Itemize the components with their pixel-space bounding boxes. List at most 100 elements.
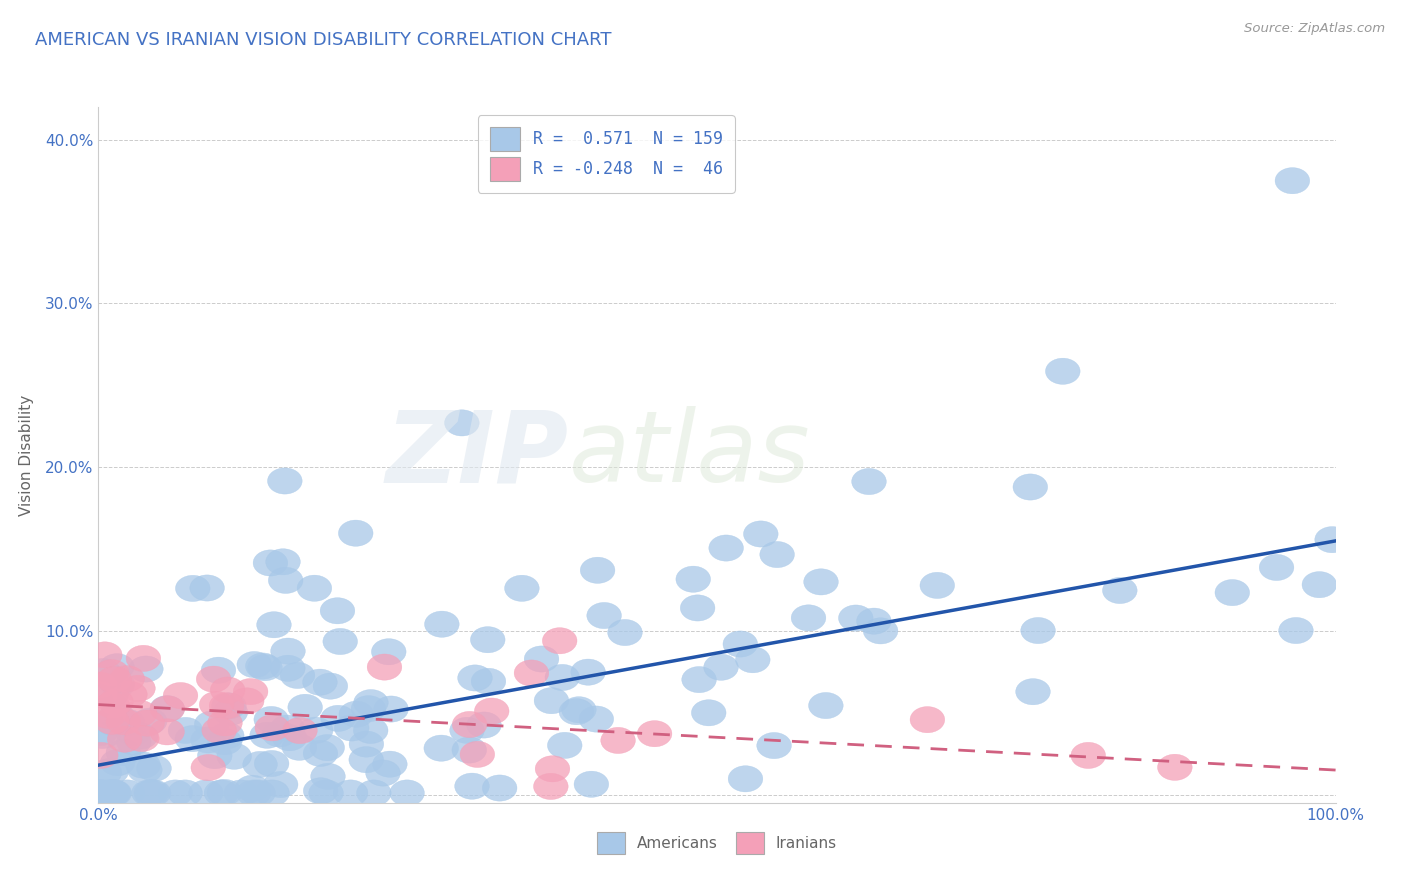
Ellipse shape xyxy=(105,739,141,765)
Ellipse shape xyxy=(561,697,596,723)
Ellipse shape xyxy=(756,732,792,759)
Ellipse shape xyxy=(191,727,225,753)
Ellipse shape xyxy=(105,708,141,735)
Ellipse shape xyxy=(243,751,277,778)
Ellipse shape xyxy=(546,665,579,690)
Ellipse shape xyxy=(136,756,172,781)
Ellipse shape xyxy=(451,737,486,764)
Ellipse shape xyxy=(83,742,118,769)
Ellipse shape xyxy=(150,696,184,722)
Ellipse shape xyxy=(283,734,316,760)
Ellipse shape xyxy=(83,780,117,806)
Ellipse shape xyxy=(87,642,122,668)
Ellipse shape xyxy=(600,727,636,754)
Ellipse shape xyxy=(586,602,621,629)
Ellipse shape xyxy=(229,688,264,714)
Ellipse shape xyxy=(83,672,117,698)
Ellipse shape xyxy=(808,692,844,719)
Ellipse shape xyxy=(471,626,505,653)
Ellipse shape xyxy=(838,605,873,632)
Ellipse shape xyxy=(321,706,356,731)
Ellipse shape xyxy=(425,735,458,761)
Ellipse shape xyxy=(83,719,118,746)
Ellipse shape xyxy=(97,666,132,693)
Ellipse shape xyxy=(354,690,388,715)
Ellipse shape xyxy=(367,654,402,681)
Ellipse shape xyxy=(197,742,232,769)
Ellipse shape xyxy=(263,772,298,797)
Ellipse shape xyxy=(1157,755,1192,780)
Ellipse shape xyxy=(194,711,229,737)
Ellipse shape xyxy=(333,780,368,806)
Ellipse shape xyxy=(91,702,125,729)
Ellipse shape xyxy=(353,717,388,744)
Ellipse shape xyxy=(129,710,165,736)
Ellipse shape xyxy=(150,719,184,745)
Ellipse shape xyxy=(804,569,838,595)
Ellipse shape xyxy=(127,645,160,672)
Ellipse shape xyxy=(94,758,129,784)
Ellipse shape xyxy=(298,717,333,743)
Ellipse shape xyxy=(167,780,202,806)
Ellipse shape xyxy=(1275,168,1310,194)
Ellipse shape xyxy=(460,741,495,767)
Ellipse shape xyxy=(202,717,236,743)
Ellipse shape xyxy=(471,668,506,695)
Ellipse shape xyxy=(1046,359,1080,384)
Ellipse shape xyxy=(1102,577,1137,604)
Ellipse shape xyxy=(450,717,484,743)
Ellipse shape xyxy=(233,679,269,705)
Ellipse shape xyxy=(474,698,509,724)
Ellipse shape xyxy=(94,692,129,718)
Ellipse shape xyxy=(128,656,163,682)
Ellipse shape xyxy=(190,575,225,601)
Ellipse shape xyxy=(357,780,391,806)
Ellipse shape xyxy=(217,743,252,770)
Ellipse shape xyxy=(467,712,502,738)
Ellipse shape xyxy=(174,725,209,752)
Ellipse shape xyxy=(236,780,271,806)
Ellipse shape xyxy=(157,780,193,806)
Ellipse shape xyxy=(311,764,346,789)
Ellipse shape xyxy=(246,653,280,679)
Ellipse shape xyxy=(297,575,332,601)
Ellipse shape xyxy=(704,654,738,681)
Ellipse shape xyxy=(224,780,259,806)
Ellipse shape xyxy=(1071,742,1105,769)
Ellipse shape xyxy=(1278,617,1313,644)
Text: Source: ZipAtlas.com: Source: ZipAtlas.com xyxy=(1244,22,1385,36)
Ellipse shape xyxy=(89,780,122,806)
Ellipse shape xyxy=(200,691,233,718)
Ellipse shape xyxy=(254,780,290,806)
Ellipse shape xyxy=(349,731,384,757)
Ellipse shape xyxy=(454,773,489,799)
Ellipse shape xyxy=(132,708,167,734)
Ellipse shape xyxy=(536,756,569,782)
Ellipse shape xyxy=(543,628,576,654)
Ellipse shape xyxy=(122,700,157,726)
Ellipse shape xyxy=(266,549,301,575)
Ellipse shape xyxy=(134,780,169,806)
Ellipse shape xyxy=(920,573,955,599)
Ellipse shape xyxy=(125,752,160,778)
Ellipse shape xyxy=(254,706,288,732)
Ellipse shape xyxy=(579,706,613,732)
Ellipse shape xyxy=(1215,580,1250,606)
Ellipse shape xyxy=(250,723,284,748)
Ellipse shape xyxy=(254,750,290,777)
Ellipse shape xyxy=(373,751,408,777)
Ellipse shape xyxy=(863,618,898,644)
Ellipse shape xyxy=(339,520,373,546)
Ellipse shape xyxy=(163,682,198,708)
Ellipse shape xyxy=(132,780,166,806)
Ellipse shape xyxy=(100,702,134,729)
Ellipse shape xyxy=(280,663,315,689)
Ellipse shape xyxy=(209,723,245,748)
Ellipse shape xyxy=(197,666,231,692)
Ellipse shape xyxy=(204,780,239,806)
Ellipse shape xyxy=(188,780,224,806)
Ellipse shape xyxy=(321,598,354,624)
Ellipse shape xyxy=(304,778,337,804)
Ellipse shape xyxy=(254,714,290,741)
Ellipse shape xyxy=(534,688,569,714)
